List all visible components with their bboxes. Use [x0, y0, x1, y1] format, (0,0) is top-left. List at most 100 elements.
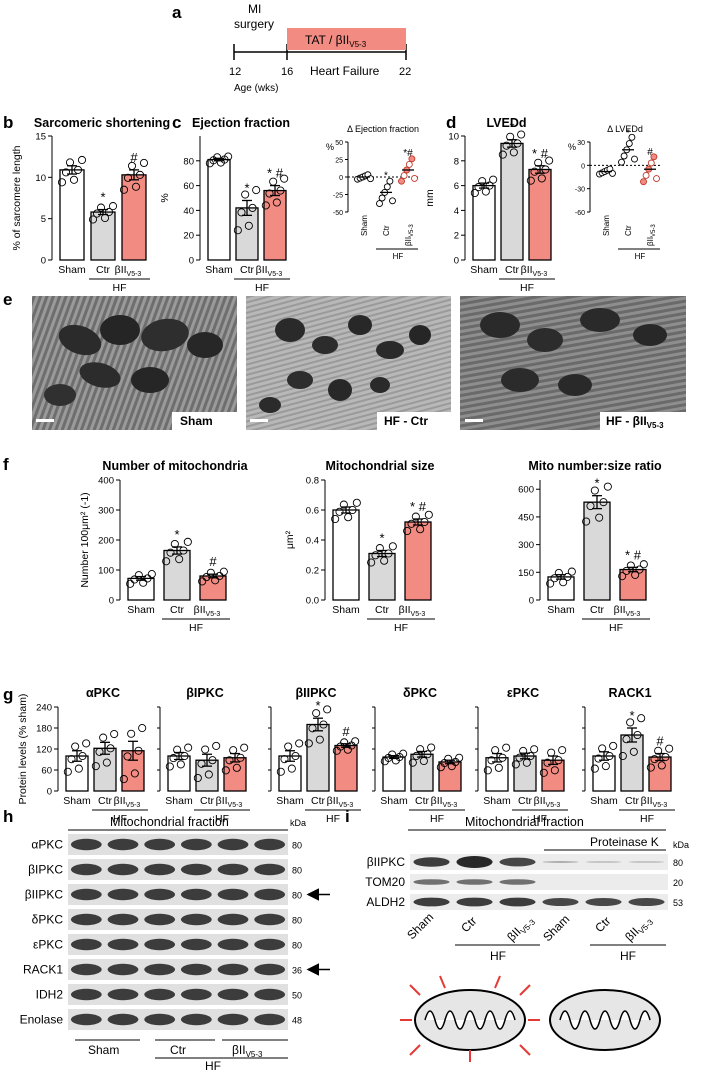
y-tick-label: 450	[518, 512, 534, 523]
category-label: βIIV5-3	[114, 795, 141, 809]
chart-f1: Number of mitochondria 0 100 200 300 400 Numbe…	[79, 459, 249, 634]
category-label: βIIV5-3	[431, 795, 458, 809]
blot-band	[254, 838, 286, 851]
blot-band	[144, 888, 176, 901]
data-point	[134, 746, 143, 755]
blot-i-sham-pk: Sham	[540, 912, 572, 944]
data-point	[73, 165, 83, 174]
data-point	[348, 505, 357, 515]
y-tick-label: 0.8	[306, 476, 319, 487]
y-axis-label: %	[326, 142, 334, 152]
blot-kda: 80	[292, 891, 302, 901]
category-label: Ctr	[625, 795, 640, 807]
data-point	[134, 571, 143, 580]
y-tick-label: 25	[335, 158, 343, 165]
data-point	[470, 188, 479, 198]
significance-mark: *	[626, 128, 630, 139]
y-tick-label: 300	[518, 540, 534, 551]
blot-band	[144, 963, 176, 976]
data-point	[554, 568, 563, 577]
y-tick-label: 40	[183, 206, 194, 217]
chart-title: Sarcomeric shortening	[34, 116, 170, 130]
category-label: Sham	[590, 795, 618, 807]
data-point	[420, 517, 429, 527]
y-axis-label: %	[159, 193, 171, 202]
y-axis-label: mm	[424, 189, 436, 207]
data-point	[383, 183, 391, 191]
data-point	[513, 139, 522, 148]
blot-band	[499, 857, 536, 867]
data-point	[119, 185, 129, 194]
y-tick-label: 30	[577, 140, 585, 147]
data-point	[515, 753, 524, 762]
blot-band	[217, 838, 249, 851]
blot-band	[413, 879, 450, 885]
significance-mark: #	[130, 150, 138, 165]
data-point	[631, 155, 638, 163]
y-tick-label: 180	[36, 724, 52, 735]
data-point	[323, 705, 332, 714]
blot-band	[254, 938, 286, 951]
blot-band	[413, 857, 450, 867]
chart-title: βIIPKC	[296, 686, 337, 700]
phase-label: Heart Failure	[310, 64, 380, 78]
data-point	[237, 208, 246, 217]
age-22: 22	[399, 66, 411, 78]
data-point	[550, 574, 559, 583]
data-point	[248, 203, 257, 212]
y-tick-label: 80	[183, 156, 194, 167]
hf-label: HF	[255, 282, 269, 294]
blot-row: RACK1 36	[23, 959, 330, 980]
blot-band	[413, 897, 450, 907]
chart-g5: εPKC Sham Ctr βIIV5-3 HF	[475, 686, 568, 825]
data-point	[388, 542, 397, 551]
data-point	[378, 194, 386, 202]
data-point	[598, 744, 607, 753]
data-point	[637, 714, 646, 723]
chart-f3: Mito number:size ratio 0 150 300 450 600 Sham *…	[518, 459, 662, 634]
blot-strip	[410, 874, 668, 890]
blot-band	[499, 897, 536, 907]
blot-band	[144, 988, 176, 1001]
data-point	[126, 579, 135, 588]
y-tick-label: 6	[454, 181, 459, 192]
data-point	[219, 567, 228, 576]
data-point	[519, 746, 528, 756]
y-axis-label: % of sarcomere length	[11, 145, 23, 250]
bar-ctr	[90, 211, 116, 261]
data-point	[166, 548, 175, 557]
data-point	[618, 158, 625, 166]
data-point	[647, 159, 655, 167]
data-point	[558, 746, 567, 755]
panel-label-g: g	[3, 685, 13, 704]
em-label-hf-ctr: HF - Ctr	[384, 414, 428, 428]
bar-bii	[528, 168, 552, 261]
bar-ctr	[500, 142, 524, 261]
data-point	[654, 746, 663, 755]
data-point	[143, 574, 152, 583]
chart-g3: βIIPKC Sham * Ctr # βIIV5-3 HF	[268, 686, 361, 825]
category-label: Ctr	[505, 264, 520, 276]
data-point	[628, 133, 636, 141]
data-point	[241, 190, 250, 199]
blot-h-ctr: Ctr	[170, 1043, 186, 1057]
data-point	[204, 770, 213, 779]
blot-band	[144, 863, 176, 876]
data-point	[96, 203, 106, 212]
data-point	[104, 208, 114, 217]
data-point	[640, 178, 647, 186]
significance-mark: #	[647, 147, 653, 158]
chart-title: Number of mitochondria	[102, 459, 248, 473]
data-point	[88, 215, 98, 224]
blot-kda: 36	[292, 966, 302, 976]
data-point	[63, 767, 72, 776]
data-point	[605, 751, 614, 761]
bar-bii	[404, 521, 432, 601]
data-point	[61, 168, 71, 177]
age-16: 16	[281, 66, 293, 78]
data-point	[211, 576, 220, 585]
bar-ctr	[368, 552, 396, 601]
data-point	[339, 500, 348, 509]
hf-label: HF	[640, 813, 654, 825]
